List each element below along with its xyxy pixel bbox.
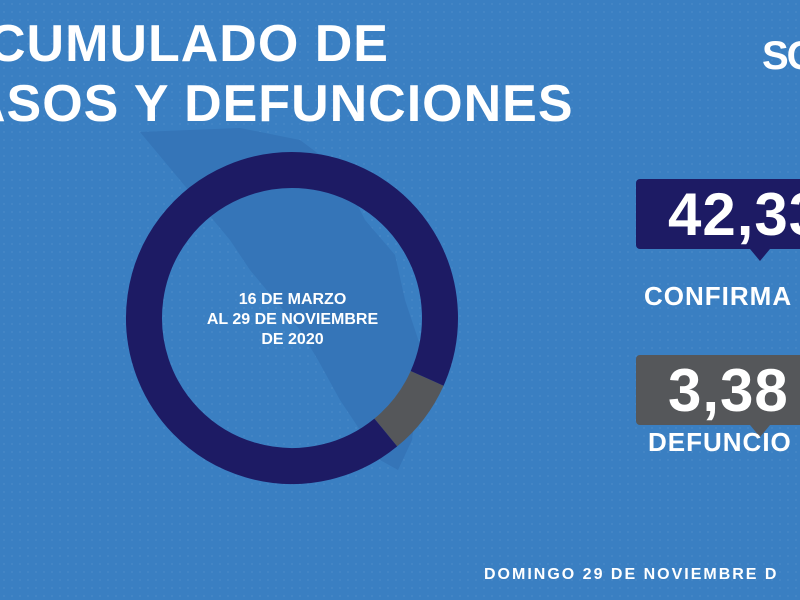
footer-date: DOMINGO 29 DE NOVIEMBRE D xyxy=(484,566,779,583)
title-line-2: ASOS Y DEFUNCIONES xyxy=(0,75,574,133)
confirmed-count: 42,33 xyxy=(668,180,800,248)
deaths-label: DEFUNCIO xyxy=(648,427,792,457)
date-range-line-1: 16 DE MARZO xyxy=(238,291,347,308)
donut-slice-confirmed xyxy=(126,152,458,484)
date-range-line-3: DE 2020 xyxy=(261,331,324,348)
date-range-line-2: AL 29 DE NOVIEMBRE xyxy=(206,311,379,328)
confirmed-label: CONFIRMA xyxy=(644,281,793,311)
deaths-count: 3,38 xyxy=(668,356,789,424)
confirmed-count-box: 42,33 xyxy=(636,179,800,249)
deaths-count-box: 3,38 xyxy=(636,355,800,425)
logo: SC xyxy=(762,34,800,78)
date-range-label: 16 DE MARZO AL 29 DE NOVIEMBRE DE 2020 xyxy=(190,290,395,350)
title-line-1: CUMULADO DE xyxy=(0,15,389,73)
donut-slice-deaths xyxy=(373,370,444,447)
page-title: CUMULADO DE ASOS Y DEFUNCIONES xyxy=(0,14,574,134)
deaths-box-pointer xyxy=(750,425,770,437)
confirmed-box-pointer xyxy=(750,249,770,261)
